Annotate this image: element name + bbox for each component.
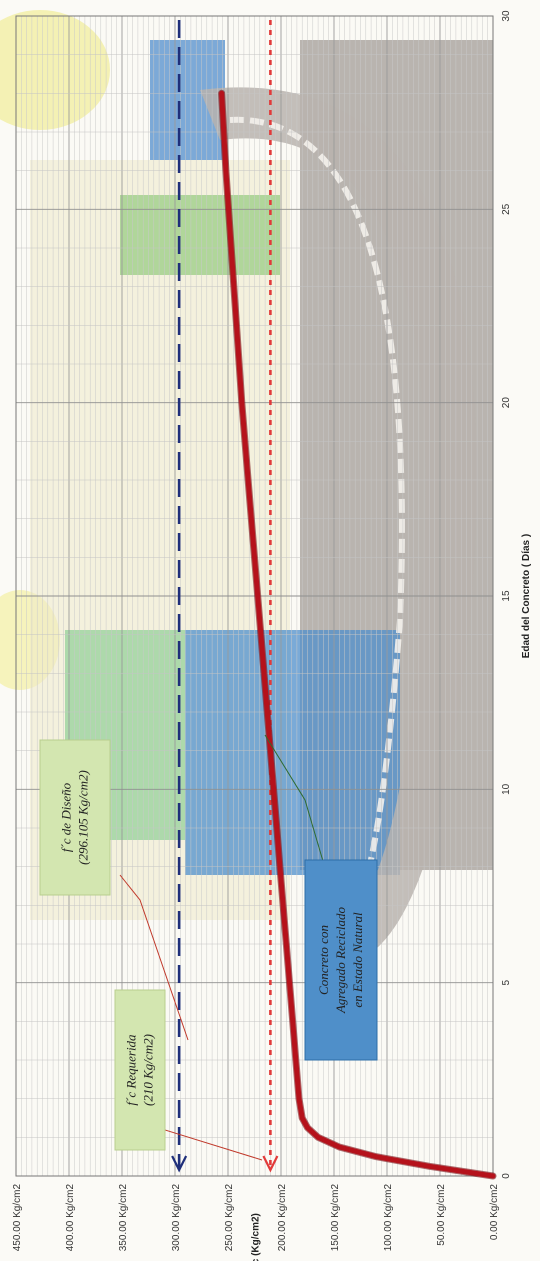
callout-design-line: f´c de Diseño [59, 782, 74, 852]
callout-required: f´c Requerida (210 Kg/cm2) [114, 989, 166, 1151]
callout-required-box [114, 989, 166, 1151]
y-tick-label: 50.00 Kg/cm2 [436, 1184, 447, 1246]
x-tick-label: 20 [501, 397, 512, 409]
callout-series-text: Concreto con Agregado Reciclado en Estado … [316, 906, 365, 1014]
callout-design-box [39, 739, 111, 896]
reference-arrowhead-required [262, 1155, 279, 1173]
grid [15, 15, 494, 1177]
x-tick-label: 30 [501, 10, 512, 22]
leader-series [264, 734, 331, 886]
leader-design [119, 874, 189, 1041]
watermark-green-windows [120, 195, 280, 275]
y-axis-title: f´c (Kg/cm2) [251, 1213, 262, 1261]
axes: 0.00 Kg/cm2 50.00 Kg/cm2 100.00 Kg/cm2 150.… [12, 10, 532, 1261]
x-axis-title: Edad del Concreto ( Días ) [521, 534, 532, 658]
y-tick-label: 100.00 Kg/cm2 [383, 1184, 394, 1252]
callout-required-line: (210 Kg/cm2) [141, 1034, 156, 1106]
reference-arrowhead-design [171, 1155, 188, 1173]
y-tick-label: 0.00 Kg/cm2 [489, 1184, 500, 1241]
callout-series-line: en Estado Natural [350, 912, 365, 1008]
callout-design-line: (296.105 Kg/cm2) [76, 770, 91, 865]
y-tick-label: 250.00 Kg/cm2 [224, 1184, 235, 1252]
x-tick-label: 10 [501, 783, 512, 795]
callout-required-line: f´c Requerida [124, 1034, 139, 1106]
callout-series-line: Concreto con [316, 925, 331, 995]
callout-required-text: f´c Requerida (210 Kg/cm2) [124, 1034, 156, 1106]
y-tick-label: 400.00 Kg/cm2 [65, 1184, 76, 1252]
y-tick-label: 300.00 Kg/cm2 [171, 1184, 182, 1252]
reference-lines [171, 20, 279, 1173]
callout-series-line: Agregado Reciclado [333, 906, 348, 1014]
callout-design-text: f´c de Diseño (296.105 Kg/cm2) [59, 770, 91, 865]
series-line [219, 90, 496, 1179]
callout-design: f´c de Diseño (296.105 Kg/cm2) [39, 739, 111, 896]
x-tick-label: 0 [501, 1173, 512, 1179]
y-tick-label: 200.00 Kg/cm2 [277, 1184, 288, 1252]
callout-series-box [304, 859, 378, 1061]
series [218, 89, 497, 1180]
x-tick-label: 5 [501, 979, 512, 985]
watermark-arch [200, 87, 477, 960]
x-tick-label: 25 [501, 203, 512, 215]
watermark-blue-block [185, 630, 400, 875]
watermark-arch-inner [229, 116, 405, 922]
y-tick-label: 150.00 Kg/cm2 [330, 1184, 341, 1252]
y-tick-label: 450.00 Kg/cm2 [12, 1184, 23, 1252]
watermark-sun-top [0, 10, 110, 130]
annotations: f´c de Diseño (296.105 Kg/cm2) f´c Requeri… [39, 739, 378, 1151]
x-tick-label: 15 [501, 590, 512, 602]
y-tick-label: 350.00 Kg/cm2 [118, 1184, 129, 1252]
plot-border [15, 15, 494, 1177]
callout-series: Concreto con Agregado Reciclado en Estado … [304, 859, 378, 1061]
